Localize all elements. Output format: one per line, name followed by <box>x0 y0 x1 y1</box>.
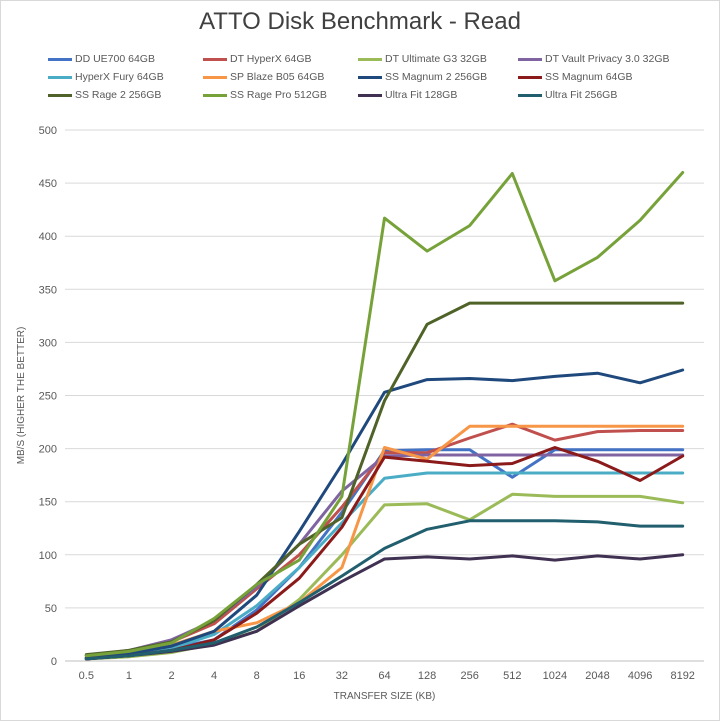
y-tick-label: 0 <box>51 656 57 668</box>
legend-label: HyperX Fury 64GB <box>75 71 164 83</box>
series-line-3 <box>84 492 685 661</box>
legend-label: SP Blaze B05 64GB <box>230 71 325 83</box>
y-tick-label: 200 <box>39 444 57 456</box>
x-tick-label: 512 <box>503 670 521 682</box>
series-line-12 <box>84 519 685 661</box>
legend-swatch <box>518 57 542 61</box>
x-tick-label: 4 <box>211 670 217 682</box>
y-tick-label: 100 <box>39 550 57 562</box>
legend-label: SS Rage Pro 512GB <box>230 89 327 101</box>
legend-swatch <box>518 93 542 97</box>
legend-item: DT HyperX 64GB <box>203 52 312 66</box>
y-tick-label: 300 <box>39 337 57 349</box>
x-tick-label: 1 <box>126 670 132 682</box>
y-axis-tick-labels: 0 50 100 150 200 250 300 350 400 450 500 <box>39 125 57 668</box>
legend-label: Ultra Fit 128GB <box>385 89 458 101</box>
legend-swatch <box>203 93 227 97</box>
x-tick-label: 64 <box>378 670 390 682</box>
x-tick-label: 16 <box>293 670 305 682</box>
legend-swatch <box>203 57 227 61</box>
legend-swatch <box>518 75 542 79</box>
grid-lines <box>65 129 704 662</box>
legend-item: DD UE700 64GB <box>48 52 155 66</box>
legend-label: SS Magnum 2 256GB <box>385 71 488 83</box>
x-tick-label: 8192 <box>670 670 694 682</box>
x-tick-label: 0.5 <box>79 670 94 682</box>
x-tick-label: 4096 <box>628 670 652 682</box>
chart-title: ATTO Disk Benchmark - Read <box>199 8 521 35</box>
series-line-1 <box>84 448 685 660</box>
series-line-5 <box>84 471 685 660</box>
legend-swatch <box>358 75 382 79</box>
series-lines <box>84 171 685 661</box>
legend-label: DT Vault Privacy 3.0 32GB <box>545 53 670 65</box>
legend-item: DT Ultimate G3 32GB <box>358 52 487 66</box>
legend-item: HyperX Fury 64GB <box>48 70 164 84</box>
legend-item: Ultra Fit 128GB <box>358 88 457 102</box>
series-line-10 <box>84 171 685 658</box>
series-line-7 <box>84 368 685 660</box>
legend-label: SS Rage 2 256GB <box>75 89 162 101</box>
legend-label: DD UE700 64GB <box>75 53 155 65</box>
x-tick-label: 1024 <box>543 670 567 682</box>
y-tick-label: 150 <box>39 497 57 509</box>
legend-item: SS Magnum 64GB <box>518 70 633 84</box>
x-axis-title: TRANSFER SIZE (KB) <box>334 691 436 702</box>
x-axis-tick-labels: 0.5 1 2 4 8 16 32 64 128 256 512 1024 2048 4096 8192 <box>79 670 695 682</box>
legend-label: DT Ultimate G3 32GB <box>385 53 487 65</box>
legend-item: SP Blaze B05 64GB <box>203 70 324 84</box>
legend-item: SS Magnum 2 256GB <box>358 70 487 84</box>
y-tick-label: 450 <box>39 178 57 190</box>
y-tick-label: 400 <box>39 231 57 243</box>
legend-swatch <box>203 75 227 79</box>
legend-item: DT Vault Privacy 3.0 32GB <box>518 52 670 66</box>
legend-swatch <box>358 93 382 97</box>
legend-item: SS Rage Pro 512GB <box>203 88 327 102</box>
x-tick-label: 8 <box>254 670 260 682</box>
y-tick-label: 50 <box>45 603 57 615</box>
x-tick-label: 2048 <box>585 670 609 682</box>
y-tick-label: 500 <box>39 125 57 137</box>
legend-item: Ultra Fit 256GB <box>518 88 617 102</box>
legend-swatch <box>48 75 72 79</box>
legend-swatch <box>48 57 72 61</box>
legend-swatch <box>48 93 72 97</box>
legend-label: DT HyperX 64GB <box>230 53 312 65</box>
y-axis-title: MB/S (HIGHER THE BETTER) <box>16 327 27 465</box>
y-tick-label: 350 <box>39 284 57 296</box>
x-tick-label: 32 <box>336 670 348 682</box>
x-tick-label: 2 <box>168 670 174 682</box>
x-tick-label: 256 <box>461 670 479 682</box>
legend-swatch <box>358 57 382 61</box>
legend-label: SS Magnum 64GB <box>545 71 633 83</box>
y-tick-label: 250 <box>39 391 57 403</box>
legend-label: Ultra Fit 256GB <box>545 89 618 101</box>
legend-item: SS Rage 2 256GB <box>48 88 161 102</box>
x-tick-label: 128 <box>418 670 436 682</box>
